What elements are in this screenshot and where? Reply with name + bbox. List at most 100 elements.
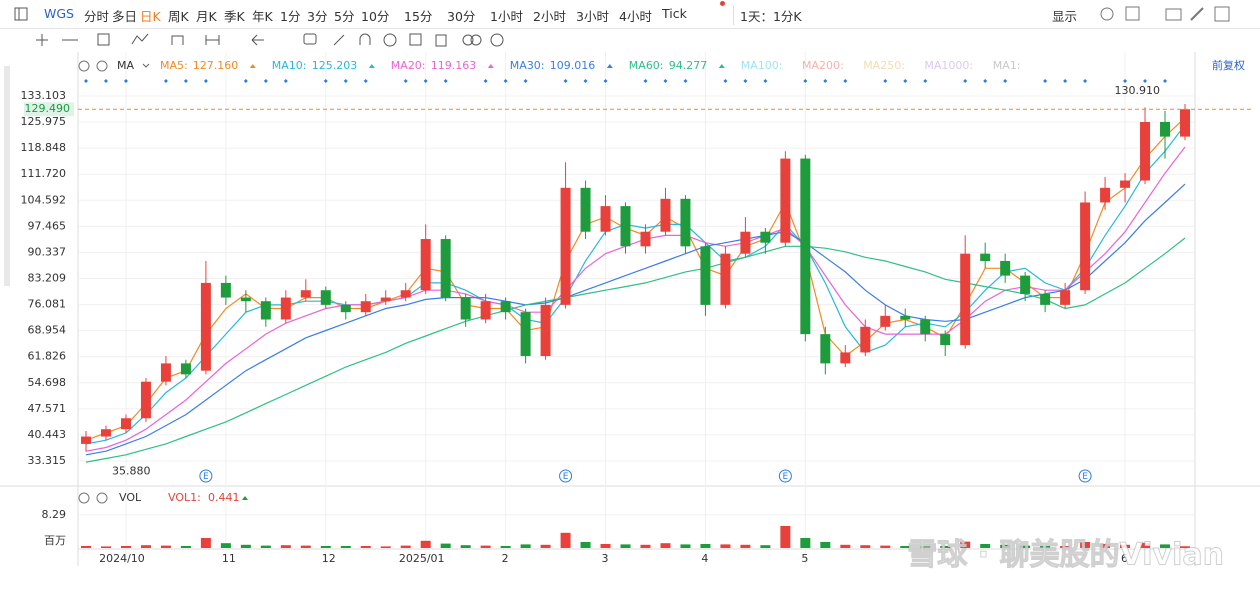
volume-bar	[1120, 544, 1131, 548]
signal-dot	[183, 79, 188, 83]
checkbox-icon[interactable]	[1125, 6, 1140, 21]
candle-body	[160, 363, 171, 382]
candle-body	[500, 301, 511, 313]
earnings-marker[interactable]	[559, 469, 573, 483]
display-menu[interactable]: 显示	[1052, 9, 1078, 24]
period-tab[interactable]: 2小时	[533, 9, 566, 24]
candle-body	[780, 158, 791, 243]
signal-dot	[563, 79, 568, 83]
legend-settings-icon[interactable]	[78, 60, 90, 72]
path-tool[interactable]	[131, 33, 149, 45]
signal-dot	[723, 79, 728, 83]
draw-tool[interactable]	[333, 34, 345, 46]
period-tab[interactable]: 15分	[404, 9, 433, 24]
candle-body	[380, 297, 391, 302]
candle-body	[81, 436, 91, 444]
candle-body	[400, 290, 411, 298]
legend-close-icon[interactable]	[96, 60, 108, 72]
settings-tool[interactable]	[490, 33, 504, 47]
period-tab[interactable]: 月K	[196, 9, 217, 24]
eye-tool[interactable]	[462, 34, 474, 46]
adjust-mode[interactable]: 前复权	[1212, 58, 1245, 72]
chart-tool[interactable]	[171, 35, 184, 45]
fullscreen-icon[interactable]	[1214, 6, 1230, 22]
candle-body	[660, 198, 671, 232]
volume-bar	[1180, 546, 1190, 548]
signal-dot	[263, 79, 268, 83]
period-tab[interactable]: Tick	[662, 6, 687, 21]
volume-bar	[140, 545, 151, 548]
arrow-tool[interactable]	[251, 34, 264, 46]
rect-tool[interactable]	[97, 33, 110, 46]
period-tab[interactable]: 30分	[447, 9, 476, 24]
volume-bar	[1160, 544, 1171, 548]
period-tab[interactable]: 1小时	[490, 9, 523, 24]
volume-bar	[580, 542, 591, 548]
candle-body	[540, 304, 551, 357]
period-tab[interactable]: 1分	[280, 9, 301, 24]
ma-line	[85, 237, 1186, 463]
signal-dot	[203, 79, 208, 83]
pen-icon[interactable]	[1190, 7, 1204, 21]
last-price-box	[24, 102, 74, 117]
lock-tool[interactable]	[409, 33, 422, 46]
y-tick-label: 104.592	[21, 193, 67, 206]
volume-bar	[220, 543, 231, 548]
earnings-marker[interactable]	[778, 469, 792, 483]
period-tab[interactable]: 周K	[168, 9, 189, 24]
volume-bar	[660, 543, 671, 548]
signal-dot	[923, 79, 928, 83]
period-tab[interactable]: 10分	[361, 9, 390, 24]
volume-bar	[280, 545, 291, 548]
period-tab[interactable]: 日K	[140, 9, 161, 24]
y-tick-label: 40.443	[28, 428, 67, 441]
note-tool[interactable]	[303, 33, 317, 45]
signal-dot	[1063, 79, 1068, 83]
period-tab[interactable]: 5分	[334, 9, 355, 24]
period-tab[interactable]: 分时	[84, 9, 110, 24]
volume-bar	[340, 546, 351, 548]
chart-bg	[0, 52, 1260, 594]
earnings-marker[interactable]	[199, 469, 213, 483]
period-tab[interactable]: 年K	[252, 9, 273, 24]
earnings-marker[interactable]	[1078, 469, 1092, 483]
magnet-tool[interactable]	[359, 33, 371, 45]
period-select[interactable]: 1天：1分K	[733, 6, 802, 25]
signal-dot	[103, 79, 108, 83]
candle-body	[100, 429, 111, 437]
signal-dot	[283, 79, 288, 83]
legend-arrow	[249, 64, 256, 68]
period-tab[interactable]: 4小时	[619, 9, 652, 24]
y-tick-label: 90.337	[28, 245, 67, 258]
signal-dot	[983, 79, 988, 83]
volume-bar	[920, 546, 931, 548]
toolbar-icons	[1100, 6, 1230, 22]
volume-bar	[380, 546, 391, 548]
period-tab[interactable]: 季K	[224, 9, 245, 24]
period-tab[interactable]: 多日	[112, 9, 138, 24]
candle-body	[800, 158, 811, 335]
candle-body	[580, 187, 591, 232]
delete-tool[interactable]	[435, 34, 447, 47]
period-tab[interactable]: 3分	[307, 9, 328, 24]
settings-icon[interactable]	[1100, 7, 1114, 21]
signal-dot	[763, 79, 768, 83]
y-tick-label: 47.571	[28, 402, 67, 415]
period-tab[interactable]: 3小时	[576, 9, 609, 24]
measure-tool[interactable]	[205, 35, 220, 45]
vol-arrow	[242, 496, 248, 500]
vol-settings-icon[interactable]	[78, 492, 90, 504]
vol-close-icon[interactable]	[96, 492, 108, 504]
candle-body	[920, 319, 931, 335]
layout-icon[interactable]	[14, 7, 28, 21]
signal-dot	[1043, 79, 1048, 83]
eye-tool-2[interactable]	[470, 34, 482, 46]
move-tool[interactable]	[36, 34, 48, 46]
signal-dot	[1083, 79, 1088, 83]
signal-dot	[523, 79, 528, 83]
sync-tool[interactable]	[383, 33, 397, 47]
symbol[interactable]: WGS	[44, 6, 74, 21]
y-tick-label: 33.315	[28, 454, 67, 467]
camera-icon[interactable]	[1165, 8, 1182, 21]
volume-bar	[960, 541, 971, 548]
